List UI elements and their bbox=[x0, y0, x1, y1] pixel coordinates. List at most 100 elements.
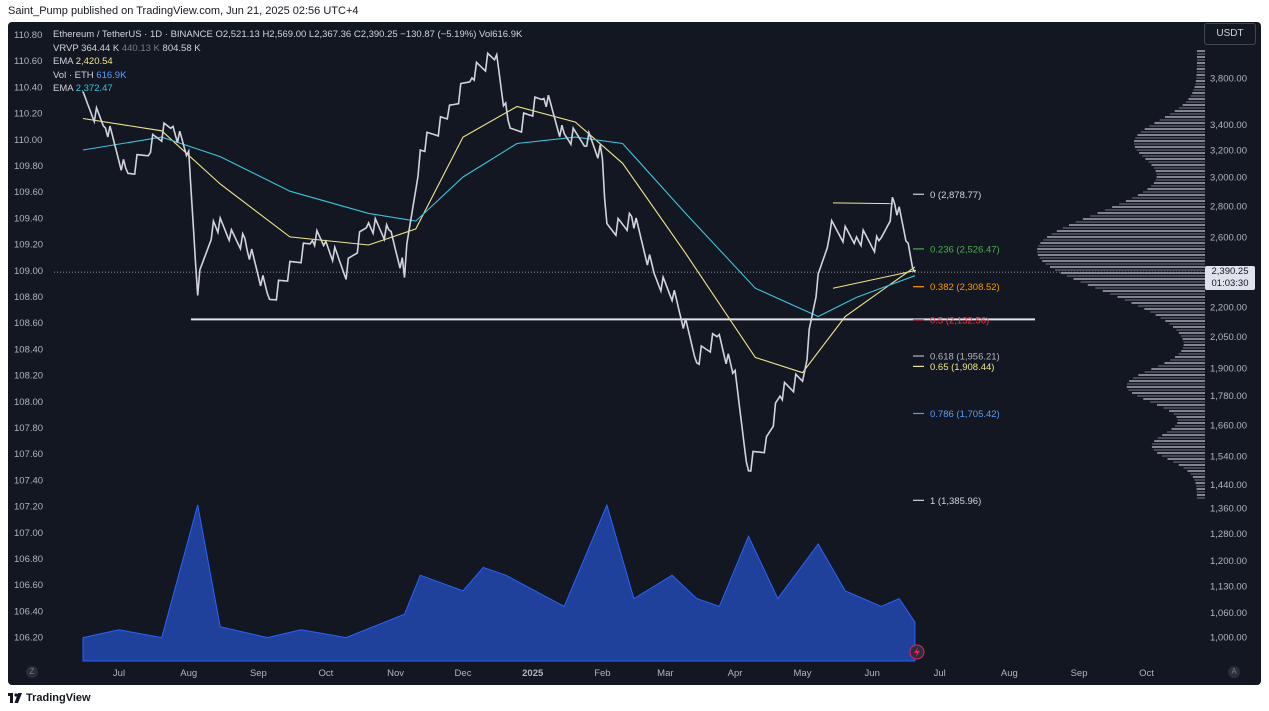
volume-profile-bar bbox=[1182, 104, 1205, 106]
legend-vol-row: Vol · ETH 616.9K bbox=[53, 69, 522, 83]
time-tick-label: 2025 bbox=[522, 668, 544, 679]
volume-profile-bar bbox=[1181, 335, 1205, 337]
volume-profile-bar bbox=[1042, 260, 1205, 262]
volume-profile-bar bbox=[1087, 284, 1205, 286]
fib-level-label: 1 (1,385.96) bbox=[930, 496, 981, 507]
volume-profile-bar bbox=[1183, 344, 1205, 346]
volume-profile-bar bbox=[1195, 80, 1205, 82]
left-axis: 110.80 110.60 110.40 110.20 110.00 109.80 109.… bbox=[14, 30, 43, 644]
volume-profile-bar bbox=[1196, 62, 1205, 64]
symbol-name[interactable]: Ethereum / TetherUS · 1D · BINANCE bbox=[53, 29, 213, 40]
volume-profile-bar bbox=[1155, 170, 1205, 172]
volume-profile-bar bbox=[1196, 494, 1205, 496]
volume-profile-bar bbox=[1095, 287, 1205, 289]
volume-profile-bar bbox=[1177, 419, 1205, 421]
left-axis-tick: 110.80 bbox=[14, 30, 42, 41]
time-tick-label: Sep bbox=[250, 668, 267, 679]
tradingview-logo-icon[interactable] bbox=[8, 693, 22, 703]
vol-label[interactable]: Vol · ETH bbox=[53, 69, 94, 81]
ema2-label[interactable]: EMA bbox=[53, 83, 74, 94]
volume-profile-bar bbox=[1163, 407, 1205, 409]
volume-profile-bar bbox=[1196, 65, 1205, 67]
volume-profile-bar bbox=[1196, 68, 1205, 70]
left-axis-tick: 106.20 bbox=[14, 633, 43, 644]
volume-profile-bar bbox=[1137, 395, 1205, 397]
volume-profile-bar bbox=[1193, 89, 1205, 91]
volume-profile-bar bbox=[1154, 122, 1205, 124]
volume-profile-bar bbox=[1164, 362, 1205, 364]
right-axis: 3,800.00 3,400.00 3,200.00 3,000.00 2,800.00… bbox=[1210, 74, 1247, 644]
volume-profile-bar bbox=[1142, 155, 1205, 157]
volume-area-fill bbox=[82, 503, 916, 662]
trend-line-upper bbox=[832, 202, 894, 205]
volume-profile-bar bbox=[1144, 371, 1205, 373]
fib-level-label: 0.65 (1,908.44) bbox=[930, 362, 994, 373]
volume-profile-bar bbox=[1134, 146, 1205, 148]
volume-profile-bar bbox=[1135, 137, 1205, 139]
time-tick-label: Feb bbox=[594, 668, 610, 679]
fib-level-label: 0.5 (2,132.56) bbox=[930, 315, 989, 326]
volume-profile-bar bbox=[1178, 353, 1205, 355]
price-tick-label: 1,130.00 bbox=[1210, 581, 1247, 592]
volume-profile-bar bbox=[1037, 254, 1205, 256]
left-axis-tick: 110.20 bbox=[14, 109, 42, 120]
fib-level-label: 0.382 (2,308.52) bbox=[930, 282, 1000, 293]
volume-profile-bar bbox=[1043, 239, 1205, 241]
volume-profile-bar bbox=[1132, 392, 1205, 394]
vrvp-label[interactable]: VRVP bbox=[53, 42, 79, 54]
auto-scale-button[interactable]: A bbox=[1228, 666, 1240, 678]
price-tick-label: 1,660.00 bbox=[1210, 420, 1247, 431]
tradingview-brand[interactable]: TradingView bbox=[26, 692, 91, 704]
ema1-label[interactable]: EMA bbox=[53, 56, 74, 67]
volume-profile-bar bbox=[1151, 446, 1205, 448]
left-axis-tick: 106.80 bbox=[14, 554, 43, 565]
volume-profile-bar bbox=[1169, 323, 1205, 325]
volume-profile-bar bbox=[1183, 341, 1205, 343]
chart-panel[interactable] bbox=[8, 22, 1261, 685]
price-line bbox=[82, 51, 916, 472]
left-axis-tick: 108.60 bbox=[14, 318, 43, 329]
volume-profile-bar bbox=[1147, 188, 1205, 190]
volume-profile-bar bbox=[1167, 431, 1205, 433]
price-tick-label: 2,800.00 bbox=[1210, 201, 1247, 212]
left-axis-tick: 107.20 bbox=[14, 502, 43, 513]
volume-profile-bar bbox=[1174, 356, 1205, 358]
volume-profile-bar bbox=[1196, 74, 1205, 76]
volume-profile-bar bbox=[1131, 302, 1205, 304]
left-axis-tick: 109.60 bbox=[14, 187, 43, 198]
currency-selector[interactable]: USDT bbox=[1204, 23, 1256, 45]
left-axis-tick: 109.00 bbox=[14, 266, 43, 277]
volume-profile-bar bbox=[1054, 269, 1205, 271]
volume-profile-bar bbox=[1140, 131, 1205, 133]
volume-profile-bar bbox=[1049, 266, 1205, 268]
volume-profile-bar bbox=[1190, 95, 1205, 97]
zoom-button[interactable]: Z bbox=[26, 666, 38, 678]
left-axis-tick: 108.20 bbox=[14, 371, 43, 382]
vrvp-value-3: 804.58 K bbox=[162, 42, 201, 54]
volume-profile-bar bbox=[1117, 296, 1205, 298]
volume-profile-bar bbox=[1133, 377, 1205, 379]
time-tick-label: Jul bbox=[934, 668, 946, 679]
vol-value: 616.9K bbox=[96, 69, 127, 81]
time-tick-label: Dec bbox=[455, 668, 472, 679]
last-price: 2,390.25 bbox=[1211, 266, 1249, 277]
price-tick-label: 3,200.00 bbox=[1210, 145, 1247, 156]
volume-profile-bar bbox=[1190, 473, 1205, 475]
left-axis-tick: 107.40 bbox=[14, 475, 43, 486]
price-tick-label: 1,060.00 bbox=[1210, 608, 1247, 619]
volume-profile-bar bbox=[1196, 488, 1205, 490]
volume-profile-bar bbox=[1165, 320, 1205, 322]
time-tick-label: Oct bbox=[318, 668, 333, 679]
time-tick-label: May bbox=[794, 668, 812, 679]
volume-profile-bar bbox=[1151, 368, 1205, 370]
volume-profile-bar bbox=[1153, 182, 1205, 184]
left-axis-tick: 110.40 bbox=[14, 82, 42, 93]
volume-profile-bar bbox=[1097, 212, 1205, 214]
volume-profile-bar bbox=[1124, 299, 1205, 301]
price-tick-label: 1,900.00 bbox=[1210, 364, 1247, 375]
volume-profile-bar bbox=[1066, 275, 1205, 277]
volume-profile-bar bbox=[1152, 443, 1205, 445]
volume-profile-bar bbox=[1195, 83, 1205, 85]
price-tick-label: 1,200.00 bbox=[1210, 556, 1247, 567]
